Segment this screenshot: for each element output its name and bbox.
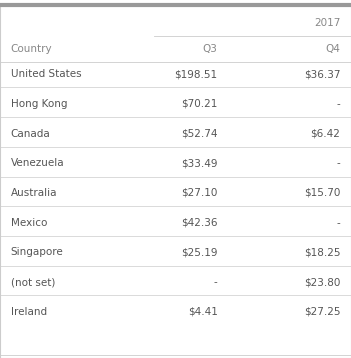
Text: $42.36: $42.36 <box>181 218 218 228</box>
Text: -: - <box>214 277 218 287</box>
Text: -: - <box>337 218 340 228</box>
Text: Canada: Canada <box>11 129 50 139</box>
Text: Hong Kong: Hong Kong <box>11 99 67 109</box>
Text: $23.80: $23.80 <box>304 277 340 287</box>
Text: $70.21: $70.21 <box>181 99 218 109</box>
Text: $25.19: $25.19 <box>181 247 218 257</box>
Text: Q3: Q3 <box>203 44 218 54</box>
Text: Q4: Q4 <box>326 44 340 54</box>
Text: $33.49: $33.49 <box>181 158 218 168</box>
Text: $27.25: $27.25 <box>304 307 340 317</box>
Text: $36.37: $36.37 <box>304 69 340 79</box>
Text: Australia: Australia <box>11 188 57 198</box>
Text: Singapore: Singapore <box>11 247 63 257</box>
Text: Venezuela: Venezuela <box>11 158 64 168</box>
Text: Ireland: Ireland <box>11 307 47 317</box>
Text: -: - <box>337 158 340 168</box>
Text: -: - <box>337 99 340 109</box>
Text: $27.10: $27.10 <box>181 188 218 198</box>
Text: $6.42: $6.42 <box>311 129 340 139</box>
Text: $198.51: $198.51 <box>174 69 218 79</box>
Text: $15.70: $15.70 <box>304 188 340 198</box>
Text: Country: Country <box>11 44 52 54</box>
Text: Mexico: Mexico <box>11 218 47 228</box>
Text: 2017: 2017 <box>314 18 340 28</box>
Text: (not set): (not set) <box>11 277 55 287</box>
Text: United States: United States <box>11 69 81 79</box>
Text: $18.25: $18.25 <box>304 247 340 257</box>
Text: $52.74: $52.74 <box>181 129 218 139</box>
Text: $4.41: $4.41 <box>188 307 218 317</box>
